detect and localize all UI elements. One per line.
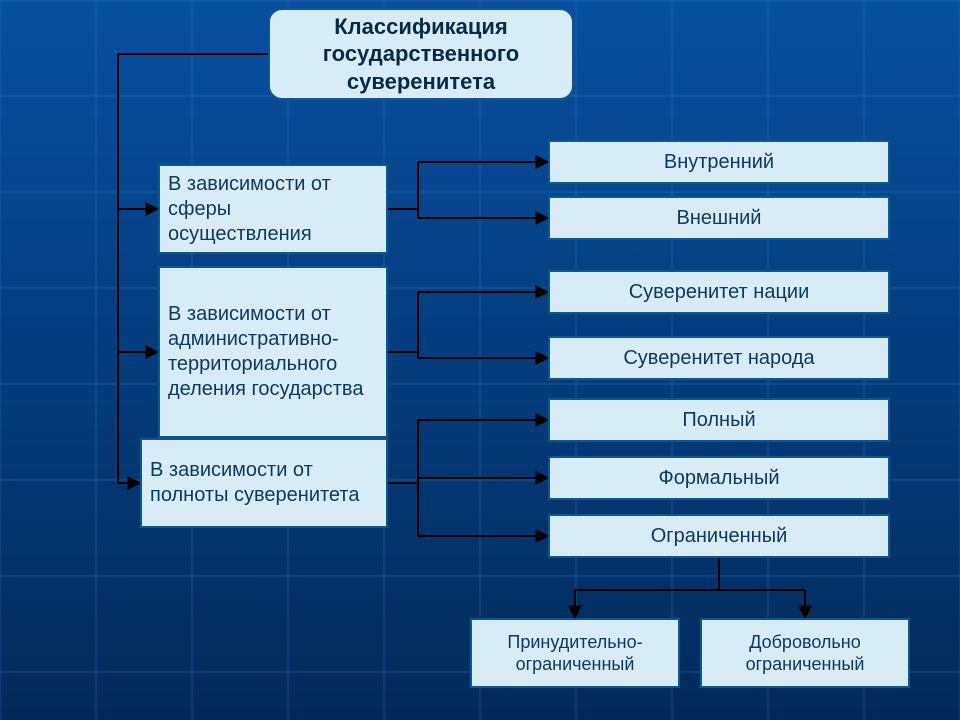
root-node-label: Классификация государственного суверенит… xyxy=(278,13,564,96)
root-node: Классификация государственного суверенит… xyxy=(268,8,574,100)
subleaf-s2: Добровольно ограниченный xyxy=(700,618,910,688)
leaf-l6: Формальный xyxy=(548,456,890,500)
leaf-l4: Суверенитет народа xyxy=(548,336,890,380)
category-c3-label: В зависимости от полноты суверенитета xyxy=(150,458,378,508)
leaf-l2-label: Внешний xyxy=(677,206,762,231)
leaf-l7-label: Ограниченный xyxy=(651,524,788,549)
subleaf-s1-label: Принудительно-ограниченный xyxy=(480,631,670,676)
category-c1: В зависимости от сферы осуществления xyxy=(158,164,388,254)
leaf-l3-label: Суверенитет нации xyxy=(629,280,810,305)
leaf-l1-label: Внутренний xyxy=(664,150,774,175)
category-c2: В зависимости от административно- террит… xyxy=(158,266,388,438)
leaf-l4-label: Суверенитет народа xyxy=(623,346,814,371)
category-c2-label: В зависимости от административно- террит… xyxy=(168,302,378,402)
diagram-stage: Классификация государственного суверенит… xyxy=(0,0,960,720)
subleaf-s1: Принудительно-ограниченный xyxy=(470,618,680,688)
leaf-l5: Полный xyxy=(548,398,890,442)
leaf-l3: Суверенитет нации xyxy=(548,270,890,314)
leaf-l5-label: Полный xyxy=(682,408,755,433)
leaf-l2: Внешний xyxy=(548,196,890,240)
leaf-l6-label: Формальный xyxy=(658,466,779,491)
category-c1-label: В зависимости от сферы осуществления xyxy=(168,172,378,247)
category-c3: В зависимости от полноты суверенитета xyxy=(140,438,388,528)
subleaf-s2-label: Добровольно ограниченный xyxy=(710,631,900,676)
leaf-l7: Ограниченный xyxy=(548,514,890,558)
leaf-l1: Внутренний xyxy=(548,140,890,184)
